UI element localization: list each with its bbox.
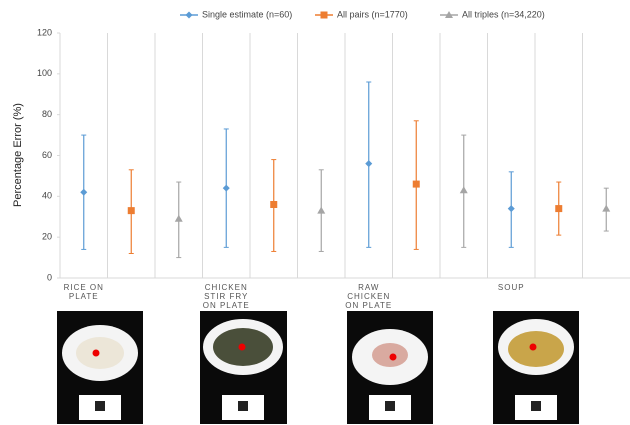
legend-label: All pairs (n=1770) <box>337 9 408 19</box>
photo <box>57 311 143 424</box>
y-axis-label: Percentage Error (%) <box>12 103 24 207</box>
marker <box>459 186 468 194</box>
x-tick-label: SOUP <box>497 283 525 292</box>
y-tick-label: 80 <box>42 109 52 119</box>
y-tick-label: 0 <box>47 272 52 282</box>
marker <box>507 205 515 213</box>
y-tick-label: 120 <box>37 27 52 37</box>
legend-marker <box>445 11 453 18</box>
marker <box>80 188 88 196</box>
y-tick-label: 40 <box>42 191 52 201</box>
marker <box>365 160 373 168</box>
legend-marker <box>185 11 193 19</box>
food-photos <box>57 311 579 424</box>
marker <box>270 201 278 208</box>
photo <box>200 311 287 424</box>
x-tick-label: CHICKEN STIR FRY ON PLATE <box>202 283 250 310</box>
marker <box>317 206 326 214</box>
photo <box>347 311 433 424</box>
y-tick-label: 60 <box>42 150 52 160</box>
legend-marker <box>320 11 328 19</box>
y-tick-label: 20 <box>42 232 52 242</box>
marker <box>222 184 230 192</box>
y-tick-label: 100 <box>37 68 52 78</box>
x-tick-label: RICE ON PLATE <box>63 283 104 301</box>
legend-label: All triples (n=34,220) <box>462 9 545 19</box>
marker <box>602 204 611 212</box>
x-tick-label: RAW CHICKEN ON PLATE <box>345 283 393 310</box>
marker <box>555 205 563 213</box>
legend-label: Single estimate (n=60) <box>202 9 292 19</box>
photo <box>493 311 579 424</box>
marker <box>127 207 135 215</box>
marker <box>412 180 420 188</box>
marker <box>174 214 183 222</box>
